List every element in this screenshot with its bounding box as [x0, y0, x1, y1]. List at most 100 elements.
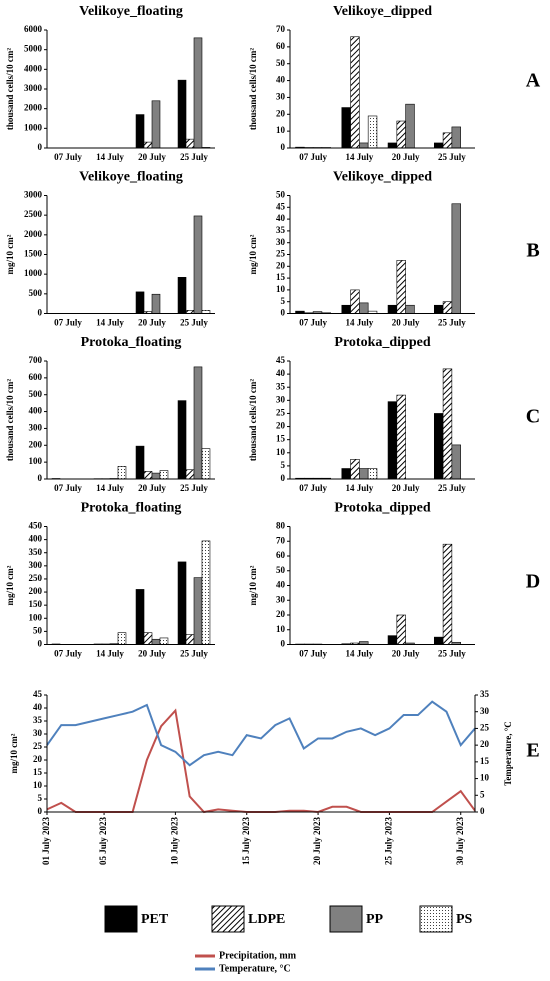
- legend-label: PP: [366, 912, 384, 927]
- bar: [185, 138, 195, 149]
- chart-title: Protoka_floating: [81, 335, 182, 350]
- y-tick-label: 40: [276, 213, 286, 223]
- chart-title: Velikoye_dipped: [333, 170, 432, 185]
- chart-title: Protoka_dipped: [334, 335, 430, 350]
- y2-axis-label: Temperature, °C: [503, 721, 513, 786]
- y-tick-label: 50: [276, 565, 286, 575]
- y-tick-label: 15: [276, 434, 286, 444]
- bar: [143, 141, 153, 149]
- bar: [451, 203, 461, 314]
- y-tick-label: 20: [276, 609, 286, 619]
- y-tick-label: 200: [29, 439, 43, 449]
- bar: [193, 366, 203, 480]
- y-tick-label: 40: [276, 368, 286, 378]
- y-axis-label: mg/10 cm²: [5, 234, 15, 274]
- legend-label: PS: [456, 912, 473, 927]
- y-tick-label: 300: [29, 422, 43, 432]
- y-tick-label: 0: [38, 639, 43, 649]
- y-tick-label: 10: [33, 780, 43, 790]
- x-tick-label: 07 July: [299, 649, 327, 659]
- bar: [185, 634, 195, 645]
- bar: [135, 114, 145, 149]
- x-tick-label: 25 July: [180, 649, 208, 659]
- bar: [367, 115, 378, 149]
- bar: [387, 401, 398, 480]
- bar: [387, 142, 398, 149]
- y-tick-label: 20: [33, 754, 43, 764]
- y-tick-label: 30: [276, 594, 286, 604]
- bar: [442, 543, 453, 645]
- x-tick-label: 25 July: [180, 318, 208, 328]
- x-tick-label: 20 July: [392, 152, 420, 162]
- panel-label: E: [526, 740, 539, 762]
- x-tick-label: 20 July: [392, 649, 420, 659]
- y-tick-label: 5: [281, 296, 286, 306]
- bar: [396, 394, 406, 480]
- y-tick-label: 15: [276, 272, 286, 282]
- legend-swatch: [329, 905, 363, 933]
- x-tick-label: 20 July: [392, 483, 420, 493]
- bar: [151, 293, 161, 314]
- bar: [359, 468, 369, 480]
- bar: [405, 103, 415, 149]
- y-tick-label: 60: [276, 41, 286, 51]
- bar: [367, 468, 378, 480]
- x-tick-label: 14 July: [96, 649, 124, 659]
- legend-label: LDPE: [248, 912, 285, 927]
- y-tick-label: 35: [33, 715, 43, 725]
- y-tick-label: 15: [33, 767, 43, 777]
- bar: [359, 142, 369, 149]
- y-tick-label: 450: [29, 521, 43, 531]
- y-tick-label: 45: [276, 201, 286, 211]
- bar: [135, 445, 145, 480]
- bar: [143, 471, 153, 480]
- bar: [451, 444, 461, 480]
- bar: [143, 632, 153, 645]
- y-tick-label: 10: [276, 624, 286, 634]
- y-axis-label: mg/10 cm²: [9, 733, 19, 773]
- bar: [151, 100, 161, 149]
- bar: [433, 304, 444, 314]
- y-tick-label: 5: [38, 793, 43, 803]
- y-tick-label: 40: [276, 75, 286, 85]
- x-tick-label: 07 July: [54, 152, 82, 162]
- y-tick-label: 5000: [24, 44, 43, 54]
- legend-swatch: [104, 905, 138, 933]
- y-axis-label: mg/10 cm²: [248, 234, 258, 274]
- x-tick-label: 15 July 2023: [241, 817, 251, 866]
- y-tick-label: 50: [33, 625, 43, 635]
- bar: [177, 561, 187, 645]
- x-tick-label: 07 July: [299, 152, 327, 162]
- y-tick-label: 10: [276, 284, 286, 294]
- legend-swatch: [211, 905, 245, 933]
- bar: [442, 132, 453, 149]
- x-tick-label: 20 July 2023: [312, 817, 322, 866]
- y2-tick-label: 30: [480, 706, 490, 716]
- y-tick-label: 10: [276, 125, 286, 135]
- bar: [433, 413, 444, 480]
- y2-tick-label: 20: [480, 739, 490, 749]
- x-tick-label: 20 July: [138, 152, 166, 162]
- y-tick-label: 2500: [24, 209, 43, 219]
- y-tick-label: 4000: [24, 63, 43, 73]
- bar: [442, 368, 453, 480]
- y2-tick-label: 0: [480, 806, 485, 816]
- panel-label: B: [526, 240, 539, 262]
- y-tick-label: 20: [276, 260, 286, 270]
- y-tick-label: 3000: [24, 83, 43, 93]
- panel-label: D: [526, 571, 540, 593]
- x-tick-label: 14 July: [345, 483, 373, 493]
- bar: [177, 79, 187, 149]
- bar: [117, 632, 127, 645]
- y-tick-label: 1500: [24, 249, 43, 259]
- bar: [151, 638, 161, 645]
- x-tick-label: 25 July: [438, 152, 466, 162]
- bar: [159, 637, 169, 645]
- bar: [341, 468, 351, 480]
- bar: [387, 635, 398, 645]
- x-tick-label: 07 July: [299, 318, 327, 328]
- y-tick-label: 0: [38, 473, 43, 483]
- y-tick-label: 2000: [24, 229, 43, 239]
- bar: [185, 469, 195, 480]
